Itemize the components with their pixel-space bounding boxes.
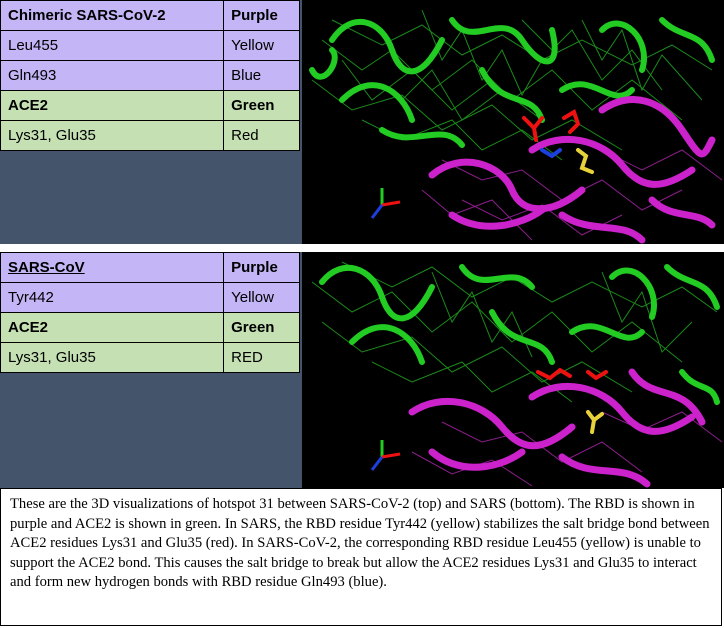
sars-cov-structure-render [302,252,724,488]
legend-row-residue: Lys31, Glu35 Red [0,120,300,151]
top-color-legend-table: Chimeric SARS-CoV-2 Purple Leu455 Yellow… [0,0,300,151]
figure-caption-box: These are the 3D visualizations of hotsp… [0,488,722,626]
figure-caption: These are the 3D visualizations of hotsp… [10,496,710,590]
legend-row-color: Yellow [223,30,300,61]
legend-row-label-text: SARS-CoV [8,259,85,276]
legend-row-residue: Leu455 Yellow [0,30,300,61]
legend-row-ace2: ACE2 Green [0,90,300,121]
legend-row-label: ACE2 [0,90,225,121]
legend-row-color: Green [223,90,300,121]
top-legend-column: Chimeric SARS-CoV-2 Purple Leu455 Yellow… [0,0,302,244]
legend-row-label: SARS-CoV [0,252,225,283]
legend-row-color: RED [223,342,300,373]
legend-row-color: Yellow [223,282,300,313]
legend-row-label: Leu455 [0,30,225,61]
sars-cov-2-structure-render [302,0,724,244]
legend-row-label: ACE2 [0,312,225,343]
legend-row-color: Purple [223,0,300,31]
bottom-legend-column: SARS-CoV Purple Tyr442 Yellow ACE2 Green… [0,252,302,488]
legend-row-label: Lys31, Glu35 [0,120,225,151]
legend-row-label: Chimeric SARS-CoV-2 [0,0,225,31]
legend-row-residue: Gln493 Blue [0,60,300,91]
sars-cov-panel: SARS-CoV Purple Tyr442 Yellow ACE2 Green… [0,252,724,488]
bottom-color-legend-table: SARS-CoV Purple Tyr442 Yellow ACE2 Green… [0,252,300,373]
legend-row-residue: Tyr442 Yellow [0,282,300,313]
legend-row-rbd: SARS-CoV Purple [0,252,300,283]
legend-row-label: Gln493 [0,60,225,91]
legend-row-label: Lys31, Glu35 [0,342,225,373]
legend-row-color: Green [223,312,300,343]
legend-row-color: Red [223,120,300,151]
legend-row-color: Blue [223,60,300,91]
sars-cov-2-panel: Chimeric SARS-CoV-2 Purple Leu455 Yellow… [0,0,724,244]
legend-row-residue: Lys31, Glu35 RED [0,342,300,373]
legend-row-rbd: Chimeric SARS-CoV-2 Purple [0,0,300,31]
legend-row-color: Purple [223,252,300,283]
legend-row-label: Tyr442 [0,282,225,313]
legend-row-ace2: ACE2 Green [0,312,300,343]
